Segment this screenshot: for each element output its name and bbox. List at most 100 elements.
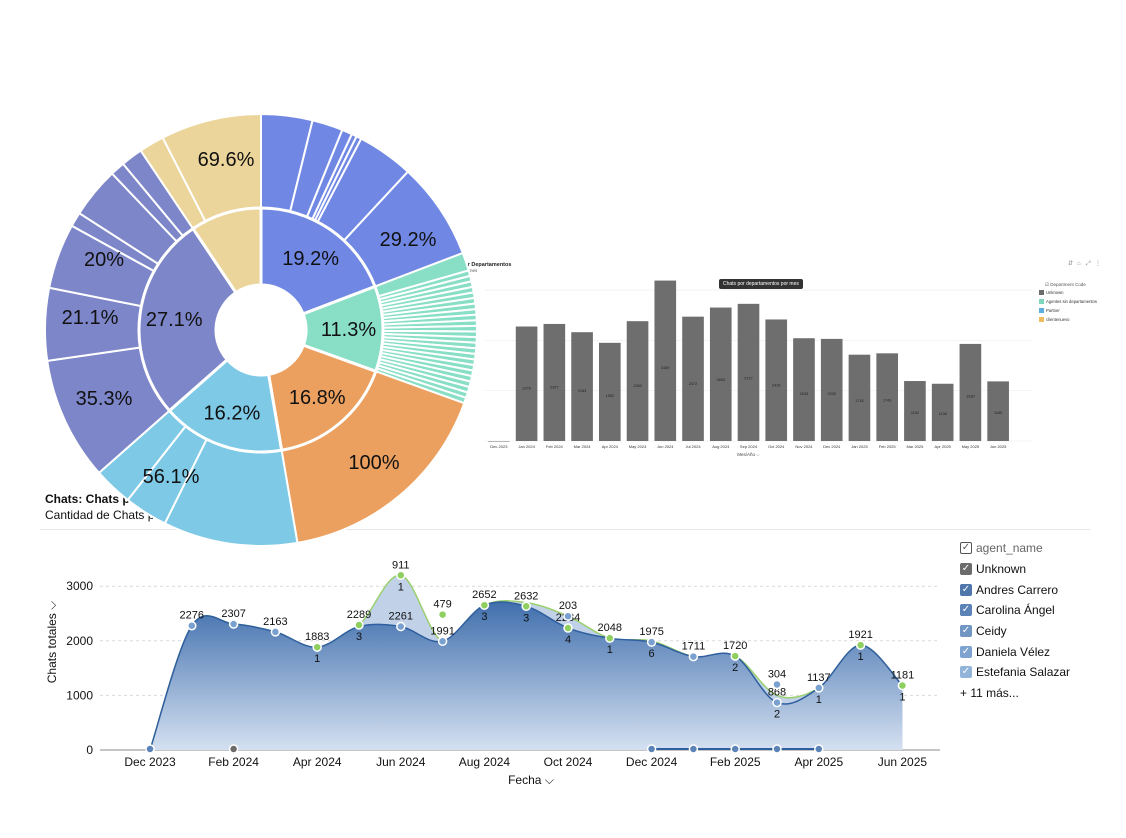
area-point-sublabel: 1 xyxy=(607,644,613,656)
sort-icon[interactable]: ⇵ xyxy=(1068,261,1073,267)
sunburst-inner-segment[interactable] xyxy=(259,206,377,316)
area-data-point[interactable] xyxy=(897,680,908,691)
bar[interactable] xyxy=(959,343,982,441)
area-data-point[interactable] xyxy=(437,636,448,647)
area-data-point[interactable] xyxy=(814,683,824,693)
bar[interactable] xyxy=(709,307,732,441)
area-point-label: 2307 xyxy=(221,608,245,620)
bar[interactable] xyxy=(598,342,621,441)
bar[interactable] xyxy=(931,383,954,441)
sunburst-inner-segment[interactable] xyxy=(137,226,239,413)
bar-legend-swatch xyxy=(1039,299,1044,304)
sunburst-outer-label: 56.1% xyxy=(143,466,200,488)
bar-x-tick-label: Nov 2024 xyxy=(795,444,813,449)
area-data-point[interactable] xyxy=(187,620,197,631)
area-data-point[interactable] xyxy=(646,744,657,754)
bar-value-label: 1952 xyxy=(606,394,614,398)
legend-item-label: Carolina Ángel xyxy=(976,603,1055,618)
area-data-point[interactable] xyxy=(730,744,740,754)
area-data-point[interactable] xyxy=(563,611,573,621)
area-x-axis-title[interactable]: Fecha ⌵ xyxy=(508,773,554,787)
area-point-sublabel: 1 xyxy=(899,692,905,704)
area-point-label: 2276 xyxy=(180,610,204,622)
legend-checkbox-icon[interactable]: ✓ xyxy=(960,542,972,555)
area-point-label: 1975 xyxy=(639,626,663,638)
expand-icon[interactable]: ⤢ xyxy=(1086,260,1091,267)
bar-x-tick-label: Dec 2023 xyxy=(490,444,508,449)
legend-checkbox-icon[interactable]: ✓ xyxy=(960,666,972,679)
area-data-point[interactable] xyxy=(354,620,364,630)
legend-item[interactable]: ✓ Carolina Ángel xyxy=(960,600,1070,621)
area-data-point[interactable] xyxy=(563,623,573,633)
bar-x-tick-label: Dec 2024 xyxy=(823,444,841,449)
bar-legend-label: clientenuevo xyxy=(1046,317,1070,322)
area-data-point[interactable] xyxy=(855,640,866,650)
bar[interactable] xyxy=(793,338,815,441)
area-data-point[interactable] xyxy=(688,744,699,754)
legend-title[interactable]: ✓ agent_name xyxy=(960,541,1043,556)
area-data-point[interactable] xyxy=(312,642,322,652)
area-data-point[interactable] xyxy=(479,600,490,610)
legend-checkbox-icon[interactable]: ✓ xyxy=(960,583,972,596)
legend-checkbox-icon[interactable]: ✓ xyxy=(960,625,972,638)
chart-subtitle: Cantidad de Chats po xyxy=(45,508,162,522)
legend-more-link[interactable]: + 11 más... xyxy=(960,686,1019,701)
sunburst-outer-label: 100% xyxy=(348,452,399,474)
bar[interactable] xyxy=(654,280,677,441)
more-icon[interactable]: ⋮ xyxy=(1095,261,1101,267)
bar[interactable] xyxy=(765,319,788,441)
area-data-point[interactable] xyxy=(521,601,531,612)
bar[interactable] xyxy=(682,316,704,441)
bar[interactable] xyxy=(515,326,538,441)
sunburst-inner-segment[interactable] xyxy=(190,206,263,295)
area-data-point[interactable] xyxy=(270,627,281,637)
bar-x-tick-label: May 2025 xyxy=(962,444,980,449)
bar-x-tick-label: Feb 2025 xyxy=(879,444,897,449)
area-data-point[interactable] xyxy=(228,619,239,629)
bar[interactable] xyxy=(987,381,1009,441)
legend-item[interactable]: ✓ Daniela Vélez xyxy=(960,641,1070,662)
bar-value-label: 3189 xyxy=(661,366,669,370)
legend-item[interactable]: ✓ Ceidy xyxy=(960,621,1070,642)
bar[interactable] xyxy=(876,353,899,441)
bar-value-label: 1743 xyxy=(883,399,891,403)
legend-item[interactable]: ✓ Andres Carrero xyxy=(960,579,1070,600)
bar-chart-title: por Departamentos xyxy=(461,262,511,268)
area-data-point[interactable] xyxy=(772,744,782,754)
bar[interactable] xyxy=(848,354,871,441)
bar[interactable] xyxy=(626,321,649,441)
area-data-point[interactable] xyxy=(646,637,657,647)
bar-legend-title: ☑ Department Code xyxy=(1045,282,1086,287)
area-data-point[interactable] xyxy=(605,633,615,643)
area-data-point[interactable] xyxy=(688,651,699,662)
area-data-point[interactable] xyxy=(145,744,155,754)
legend-checkbox-icon[interactable]: ✓ xyxy=(960,604,972,617)
area-data-point[interactable] xyxy=(772,697,782,708)
legend-checkbox-icon[interactable]: ✓ xyxy=(960,563,972,576)
area-data-point[interactable] xyxy=(396,570,406,581)
bar[interactable] xyxy=(543,323,566,441)
sunburst-inner-segment[interactable] xyxy=(167,357,284,454)
area-data-point[interactable] xyxy=(814,744,824,754)
legend-checkbox-icon[interactable]: ✓ xyxy=(960,645,972,658)
sunburst-inner-segment[interactable] xyxy=(266,343,378,452)
legend-item[interactable]: ✓ Estefania Salazar xyxy=(960,662,1070,683)
bar[interactable] xyxy=(488,441,510,442)
home-icon[interactable]: ⌂ xyxy=(1077,261,1081,267)
area-data-point[interactable] xyxy=(437,609,448,620)
bar-value-label: 2030 xyxy=(827,392,835,396)
area-data-point[interactable] xyxy=(228,744,239,754)
legend-item[interactable]: ✓ Unknown xyxy=(960,559,1070,580)
area-point-sublabel: 6 xyxy=(649,648,655,660)
bar-x-tick-label: Mar 2025 xyxy=(906,444,924,449)
area-data-point[interactable] xyxy=(396,621,406,632)
area-y-axis-title[interactable]: Chats totales ⌵ xyxy=(45,601,59,683)
bar-x-tick-label: Mar 2024 xyxy=(574,444,592,449)
legend-item-label: Estefania Salazar xyxy=(976,665,1071,680)
bar[interactable] xyxy=(904,381,926,441)
bar[interactable] xyxy=(737,303,760,441)
area-data-point[interactable] xyxy=(730,651,740,661)
bar[interactable] xyxy=(820,338,843,441)
bar[interactable] xyxy=(571,332,593,441)
area-data-point[interactable] xyxy=(772,679,782,690)
